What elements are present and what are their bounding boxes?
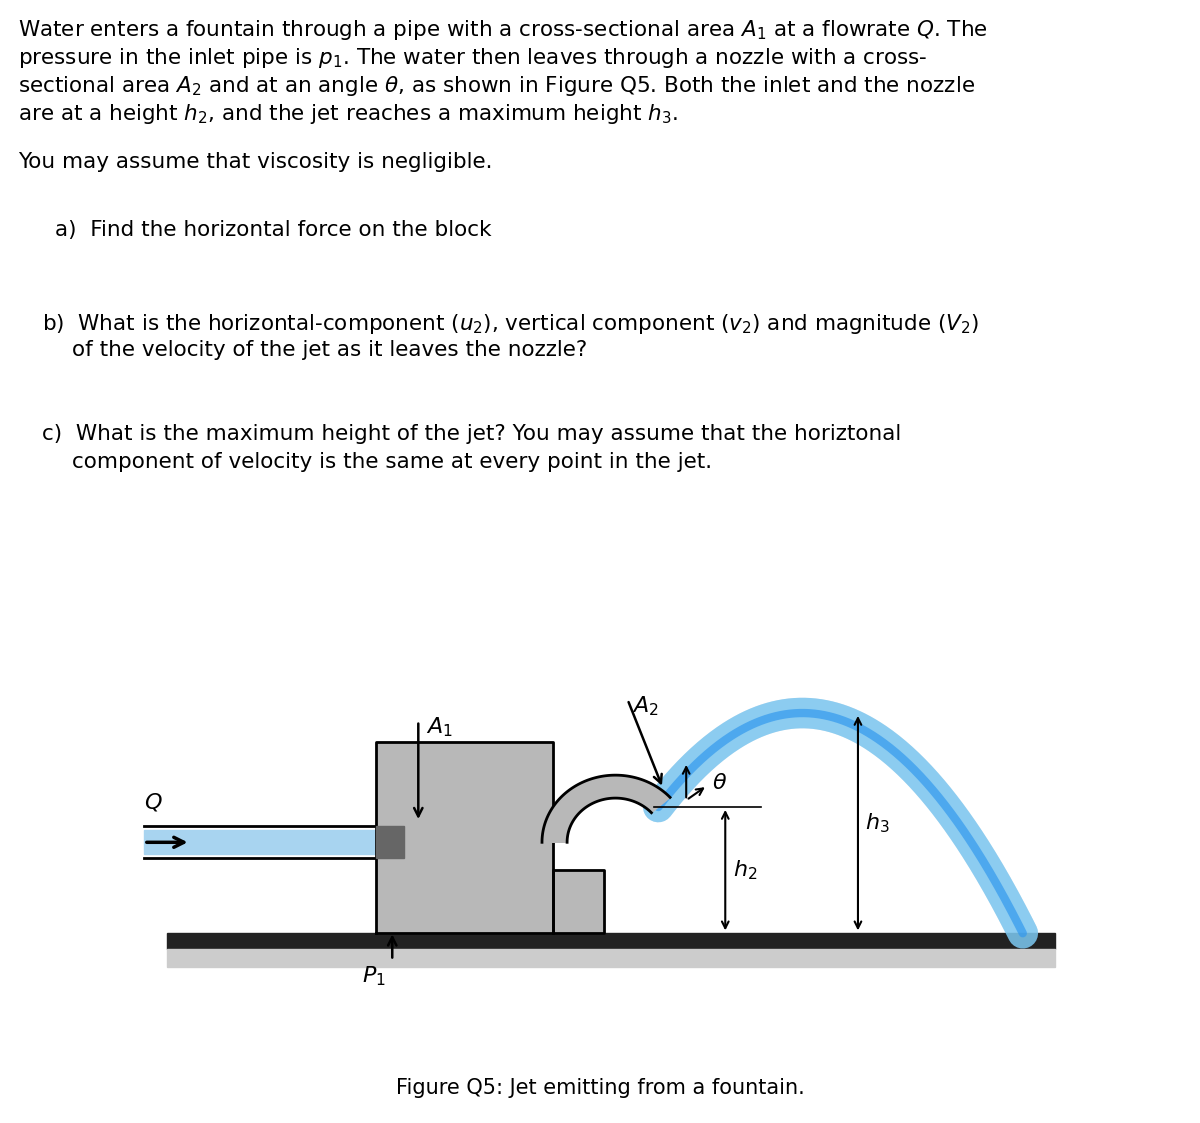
Text: Water enters a fountain through a pipe with a cross-sectional area $A_1$ at a fl: Water enters a fountain through a pipe w… — [18, 18, 988, 42]
Polygon shape — [144, 830, 377, 855]
Text: c)  What is the maximum height of the jet? You may assume that the horiztonal: c) What is the maximum height of the jet… — [42, 424, 901, 444]
Text: a)  Find the horizontal force on the block: a) Find the horizontal force on the bloc… — [55, 220, 492, 239]
Text: $h_2$: $h_2$ — [733, 858, 757, 882]
Text: $P_1$: $P_1$ — [362, 965, 386, 988]
Polygon shape — [542, 775, 670, 842]
Polygon shape — [377, 742, 553, 933]
Text: $h_3$: $h_3$ — [865, 811, 890, 834]
Text: component of velocity is the same at every point in the jet.: component of velocity is the same at eve… — [72, 451, 712, 472]
Text: $\theta$: $\theta$ — [713, 774, 727, 793]
Text: $A_2$: $A_2$ — [631, 694, 659, 718]
Text: b)  What is the horizontal-component ($u_2$), vertical component ($v_2$) and mag: b) What is the horizontal-component ($u_… — [42, 312, 979, 336]
Polygon shape — [377, 827, 404, 858]
Polygon shape — [167, 933, 1055, 949]
Text: $Q$: $Q$ — [144, 791, 162, 813]
Text: Figure Q5: Jet emitting from a fountain.: Figure Q5: Jet emitting from a fountain. — [396, 1078, 804, 1098]
Polygon shape — [553, 869, 605, 933]
Text: sectional area $A_2$ and at an angle $\theta$, as shown in Figure Q5. Both the i: sectional area $A_2$ and at an angle $\t… — [18, 74, 976, 98]
Text: are at a height $h_2$, and the jet reaches a maximum height $h_3$.: are at a height $h_2$, and the jet reach… — [18, 102, 678, 126]
Text: of the velocity of the jet as it leaves the nozzle?: of the velocity of the jet as it leaves … — [72, 340, 587, 360]
Polygon shape — [167, 949, 1055, 967]
Text: You may assume that viscosity is negligible.: You may assume that viscosity is negligi… — [18, 153, 492, 173]
Text: $A_1$: $A_1$ — [426, 715, 454, 739]
Text: pressure in the inlet pipe is $p_1$. The water then leaves through a nozzle with: pressure in the inlet pipe is $p_1$. The… — [18, 46, 928, 70]
